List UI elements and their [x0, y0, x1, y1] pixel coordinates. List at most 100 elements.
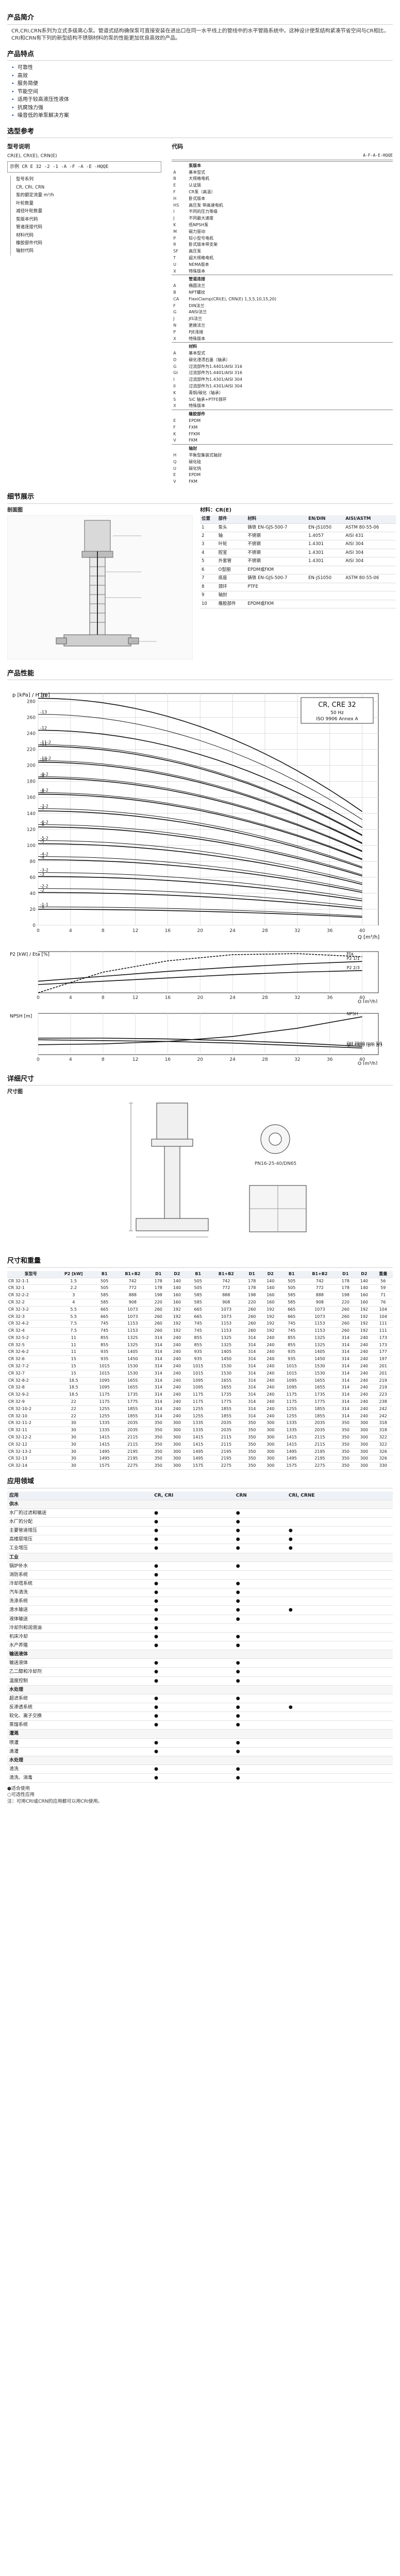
power-chart: 0 4 8 12 16 20 24 28 32 36 40 P2 [kW] / Eta [%] Q [m… — [10, 951, 379, 1005]
app-row: 工业增压 ● ● ● — [7, 1544, 393, 1553]
app-row: 输送液体 ● ● — [7, 1658, 393, 1668]
app-mark — [286, 1738, 393, 1748]
size-cell: 314 — [242, 1342, 261, 1349]
size-header: B1 — [279, 1270, 304, 1278]
size-row: CR 32-13-2 30 1495 2195 350 300 1495 2195 350 300… — [7, 1448, 393, 1456]
size-cell: 240 — [168, 1405, 187, 1413]
size-cell: 935 — [92, 1355, 116, 1364]
code-letter: Q — [173, 459, 177, 464]
model-key-list: 型号系列 CR, CRI, CRN 泵的额定流量 m³/h 叶轮数量 减径叶轮数量 泵版本… — [7, 176, 161, 256]
size-row: CR 32-9 22 1175 1775 314 240 1175 1775 314 240 117… — [7, 1398, 393, 1406]
size-cell: 240 — [261, 1348, 280, 1357]
code-letter: B — [173, 176, 176, 181]
app-row: 喷灌 ● ● — [7, 1738, 393, 1748]
size-cell: 908 — [210, 1299, 243, 1307]
code-desc: NPT螺纹 — [189, 290, 205, 295]
code-row: I 过流部件为1.4301/AISI 304 — [172, 377, 393, 383]
materials-row: 1 泵头 铸铁 EN-GJS-500-7 EN-JS1050 ASTM 80-55-06 — [200, 523, 396, 533]
app-label: 机床冷却 — [7, 1632, 153, 1641]
size-cell: 350 — [149, 1462, 168, 1470]
materials-cell: 叶轮 — [216, 540, 246, 549]
size-cell: 140 — [261, 1284, 280, 1293]
size-cell: 1255 — [279, 1413, 304, 1420]
size-cell: 1325 — [303, 1334, 337, 1342]
size-cell: 745 — [92, 1320, 116, 1328]
materials-cell: 6 — [200, 566, 217, 575]
size-cell: 11 — [54, 1334, 93, 1342]
size-cell: 1175 — [186, 1391, 210, 1399]
size-cell: 260 — [336, 1327, 355, 1335]
app-mark: ● — [152, 1544, 234, 1553]
size-cell: 140 — [168, 1278, 187, 1285]
size-cell: 240 — [261, 1363, 280, 1370]
curve-label: -8-2 — [40, 788, 48, 793]
size-cell: 1153 — [116, 1320, 149, 1328]
size-cell: 350 — [242, 1419, 261, 1428]
size-cell: 1855 — [210, 1413, 243, 1420]
materials-cell: 1.4301 — [307, 549, 344, 558]
size-cell: 240 — [355, 1377, 374, 1385]
materials-cell: 铸铁 EN-GJS-500-7 — [246, 574, 307, 583]
app-mark: ● — [152, 1623, 234, 1633]
size-cell: 314 — [242, 1405, 261, 1413]
model-key-item: 泵版本代码 — [10, 215, 161, 224]
code-letter: U — [173, 262, 177, 267]
plot-area — [38, 951, 379, 993]
materials-cell: 7 — [200, 574, 217, 583]
curve-label: -10-2 — [40, 756, 51, 760]
materials-cell: ASTM 80-55-06 — [344, 523, 396, 533]
qh-curve — [38, 793, 362, 860]
size-cell: 1.5 — [54, 1278, 93, 1285]
qh-curve — [38, 745, 362, 836]
size-cell: 1495 — [186, 1448, 210, 1456]
materials-cell: 不锈钢 — [246, 532, 307, 541]
materials-cell — [344, 600, 396, 609]
curve-label: -1-1 — [40, 902, 48, 907]
size-cell: 1575 — [92, 1462, 116, 1470]
materials-table: 位置 部件 材料 EN/DIN AISI/ASTM 1 泵头 铸铁 EN-GJS-500-7… — [200, 515, 396, 609]
size-cell: 935 — [92, 1348, 116, 1357]
size-cell: 2115 — [303, 1441, 337, 1449]
size-cell: 260 — [242, 1320, 261, 1328]
size-cell: 1335 — [186, 1427, 210, 1435]
code-row: SF 高压泵 — [172, 248, 393, 255]
size-cell: 1255 — [92, 1413, 116, 1420]
size-header: 重量 — [373, 1270, 393, 1278]
app-mark — [286, 1641, 393, 1651]
curve-label: -3 — [40, 872, 44, 876]
qh-curve — [38, 888, 362, 907]
code-desc: 碳化钨 — [189, 466, 202, 471]
size-cell: 1153 — [210, 1327, 243, 1335]
code-group-row: 管道连接 — [172, 275, 393, 283]
size-cell: 322 — [373, 1441, 393, 1449]
size-cell: 1095 — [279, 1384, 304, 1392]
code-row: H 卧式版本 — [172, 196, 393, 202]
size-cell: 15 — [54, 1355, 93, 1364]
size-cell: CR 32-13 — [7, 1455, 55, 1463]
materials-cell — [344, 566, 396, 575]
qh-curve — [38, 698, 363, 812]
code-desc: 特殊版本 — [189, 336, 206, 341]
size-cell: 300 — [261, 1419, 280, 1428]
size-cell: CR 32-5-2 — [7, 1334, 55, 1342]
size-cell: 1405 — [210, 1348, 243, 1357]
size-cell: 1415 — [186, 1434, 210, 1442]
y-tick-label: 180 — [27, 779, 36, 785]
size-cell: 56 — [373, 1278, 393, 1285]
app-mark: ● — [234, 1615, 287, 1624]
code-row: F CR泵（高温） — [172, 189, 393, 196]
curve-label: -9 — [40, 774, 44, 778]
x-tick-label: 8 — [102, 1057, 105, 1062]
series-label: Eta — [347, 952, 354, 956]
curve-label: -11 — [40, 742, 47, 747]
size-cell: 318 — [373, 1427, 393, 1435]
x-tick-label: 28 — [262, 1057, 268, 1062]
size-cell: 350 — [336, 1419, 355, 1428]
size-cell: 260 — [242, 1313, 261, 1321]
app-mark: ● — [152, 1720, 234, 1730]
size-cell: 314 — [242, 1355, 261, 1364]
app-label: 清洗 — [7, 1765, 153, 1774]
materials-row: 5 外套管 不锈钢 1.4301 AISI 304 — [200, 557, 396, 566]
curve-label: -3-2 — [40, 868, 48, 873]
size-cell: 240 — [355, 1405, 374, 1413]
